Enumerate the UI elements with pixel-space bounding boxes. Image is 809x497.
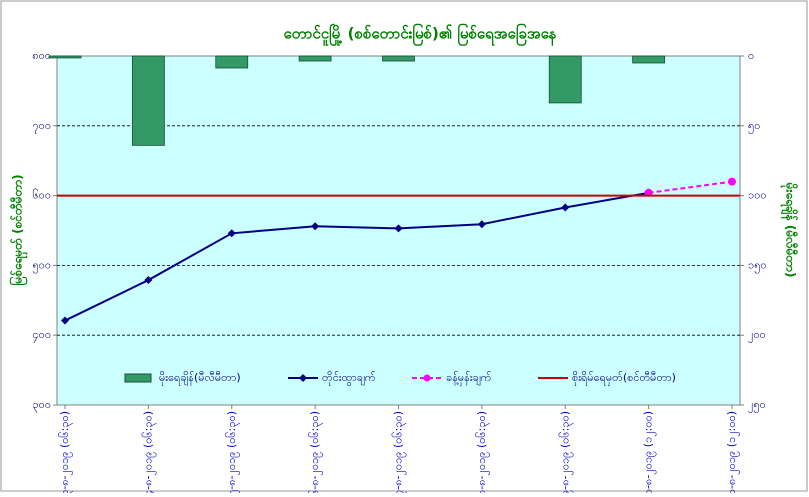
y-tick-label: ၆၀၀ xyxy=(32,189,51,202)
bar xyxy=(48,55,82,59)
x-tick-label: ၂၀-၈-၂၀၁၉ (၁၂:၀၀) xyxy=(642,411,657,493)
line xyxy=(64,191,649,322)
bar xyxy=(632,55,666,64)
line xyxy=(648,180,733,194)
x-tick-label: ၁၅-၈-၂၀၁၉ (၀၆:၃၀) xyxy=(225,411,240,493)
y2-tick-label: ၂၀၀ xyxy=(748,328,766,343)
bar xyxy=(382,55,415,62)
bar xyxy=(298,55,332,62)
y2-tick-label: ၁၀၀ xyxy=(748,189,767,202)
point xyxy=(728,177,736,186)
y2-axis-title: မိုးရေချိန် (မီလီမီတာ) xyxy=(780,182,800,278)
legend-swatch xyxy=(423,374,431,382)
y2-tick-label: ၂၅၀ xyxy=(748,398,766,413)
y-axis-title: မြစ်ရေမှတ် (စင်တီမီတာ) xyxy=(8,174,29,285)
point xyxy=(311,222,320,231)
point xyxy=(394,224,403,233)
legend-swatch xyxy=(299,374,307,382)
bar xyxy=(131,55,165,146)
legend-label: တိုင်းထွာချက် xyxy=(322,371,376,386)
x-tick-label: ၁၇-၈-၂၀၁၉ (၀၆:၃၀) xyxy=(392,411,407,493)
y-tick-label: ၅၀၀ xyxy=(32,258,51,273)
point xyxy=(61,316,69,325)
x-tick-label: ၁၉-၈-၂၀၁၉ (၀၆:၃၀) xyxy=(558,411,573,493)
point xyxy=(227,229,236,238)
legend-label: မိုးရေချိန်(မီလီမီတာ) xyxy=(159,371,241,386)
x-tick-label: ၁၃-၈-၂၀၁၉ (၀၆:၃၀) xyxy=(58,411,73,493)
x-tick-label: ၂၁-၈-၂၀၁၉ (၁၂:၀၀) xyxy=(725,411,740,493)
y-tick-label: ၇၀၀ xyxy=(32,119,51,134)
point xyxy=(144,276,153,285)
x-tick-label: ၁၆-၈-၂၀၁၉ (၀၆:၃၀) xyxy=(308,411,323,493)
y-tick-label: ၈၀၀ xyxy=(32,49,51,62)
y2-tick-label: ၀ xyxy=(748,49,754,62)
x-tick-label: ၁၈-၈-၂၀၁၉ (၀၆:၃၀) xyxy=(475,411,490,493)
y-tick-label: ၃၀၀ xyxy=(32,398,51,413)
y-tick-label: ၄၀၀ xyxy=(32,328,51,343)
legend-label: ခန့်မှန်းချက် xyxy=(446,371,492,386)
y2-tick-label: ၅၀ xyxy=(748,119,760,134)
legend-swatch xyxy=(124,373,152,383)
point xyxy=(477,220,486,229)
point xyxy=(561,203,570,212)
y2-tick-label: ၁၅၀ xyxy=(748,258,767,273)
legend-label: စိုးရိမ်ရေမှတ်(စင်တီမီတာ) xyxy=(572,371,676,386)
bar xyxy=(548,55,582,104)
bar xyxy=(215,55,249,69)
x-tick-label: ၁၄-၈-၂၀၁၉ (၀၆:၃၀) xyxy=(141,411,156,493)
